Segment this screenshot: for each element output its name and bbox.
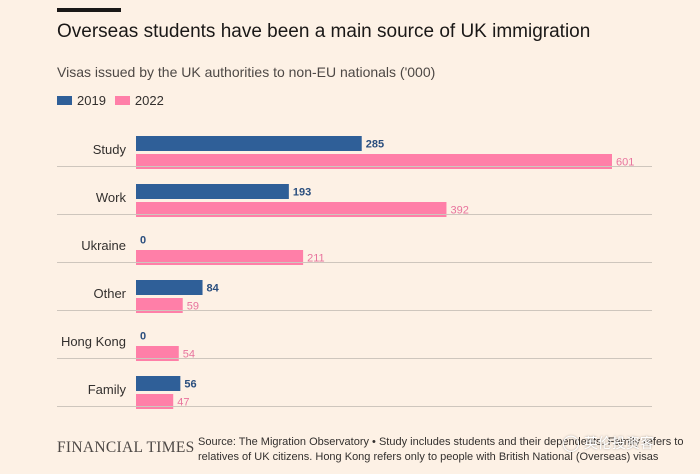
legend-swatch-2022: [114, 96, 130, 105]
bar-chart: Study 285 601 Work 193 392 Ukraine 0 211 Other 84 5…: [57, 136, 652, 409]
value-label-other-2019: 84: [207, 283, 220, 295]
value-label-family-2022: 47: [177, 397, 189, 409]
category-label-other: Other: [93, 286, 126, 301]
watermark: ◯ 英伦投资客: [562, 433, 654, 453]
value-label-study-2022: 601: [616, 157, 634, 169]
chart-subtitle: Visas issued by the UK authorities to no…: [57, 64, 436, 80]
category-label-study: Study: [93, 142, 127, 157]
bar-family-2019: [136, 376, 181, 391]
category-label-ukraine: Ukraine: [81, 238, 126, 253]
watermark-text: 英伦投资客: [583, 435, 654, 451]
value-label-work-2019: 193: [293, 187, 311, 199]
bar-study-2019: [136, 136, 362, 151]
category-label-work: Work: [96, 190, 127, 205]
source-line-1: Source: The Migration Observatory • Stud…: [198, 436, 684, 448]
wechat-icon: ◯: [562, 435, 580, 452]
value-label-ukraine-2019: 0: [140, 235, 146, 247]
value-label-hong-kong-2019: 0: [140, 331, 146, 343]
legend-item-2019: 2019: [57, 93, 106, 108]
legend-label-2022: 2022: [134, 93, 164, 108]
legend-label-2019: 2019: [77, 93, 106, 108]
category-label-family: Family: [88, 382, 127, 397]
bar-other-2019: [136, 280, 203, 295]
header-rule: [57, 8, 121, 12]
legend-swatch-2019: [57, 96, 72, 105]
value-label-hong-kong-2022: 54: [183, 349, 195, 361]
source-note: Source: The Migration Observatory • Stud…: [198, 435, 693, 465]
bar-work-2019: [136, 184, 289, 199]
bar-study-2022: [136, 154, 612, 169]
bar-work-2022: [136, 202, 447, 217]
bar-family-2022: [136, 394, 174, 409]
category-label-hong-kong: Hong Kong: [61, 334, 126, 349]
value-label-study-2019: 285: [366, 139, 384, 151]
value-label-other-2022: 59: [187, 301, 199, 313]
value-label-family-2019: 56: [184, 379, 196, 391]
value-label-work-2022: 392: [450, 205, 468, 217]
bar-ukraine-2022: [136, 250, 304, 265]
ft-logo: FINANCIAL TIMES: [57, 439, 195, 456]
legend-item-2022: 2022: [114, 93, 164, 108]
bar-other-2022: [136, 298, 183, 313]
legend: 2019 2022: [57, 93, 173, 108]
value-label-ukraine-2022: 211: [307, 253, 325, 265]
source-line-2: relatives of UK citizens. Hong Kong refe…: [198, 451, 659, 463]
bar-hong-kong-2022: [136, 346, 179, 361]
chart-title: Overseas students have been a main sourc…: [57, 21, 591, 42]
